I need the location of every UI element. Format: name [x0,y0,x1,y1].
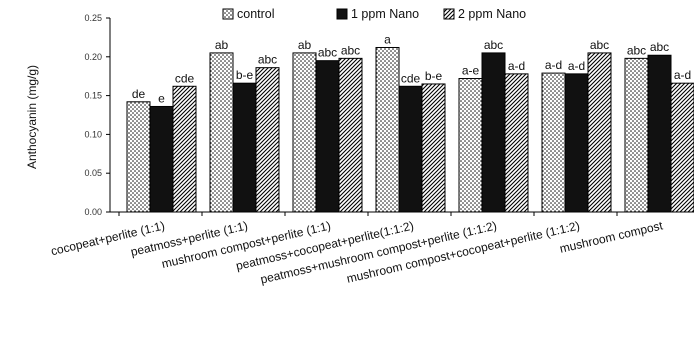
bar-dots [375,46,400,213]
significance-label: a-d [508,59,525,73]
bar-dots [541,72,566,213]
bar-hatch [172,85,197,213]
significance-label: abc [484,38,503,52]
significance-label: b-e [236,68,254,82]
significance-label: ab [298,38,312,52]
bar-hatch [504,73,529,213]
significance-label: abc [258,53,277,67]
bar-solid [481,52,506,213]
bar-hatch [587,52,612,213]
bar-dots [292,52,317,213]
significance-label: a-d [674,68,691,82]
significance-label: b-e [425,69,443,83]
bar-dots [458,78,483,213]
significance-label: abc [627,43,646,57]
bar-solid [398,85,423,213]
legend: control 1 ppm Nano 2 ppm Nano [222,7,526,21]
bar-solid [564,73,589,213]
legend-swatch-control [222,8,234,20]
significance-label: cde [175,71,195,85]
bar-dots [126,101,151,213]
bar-hatch [421,83,446,213]
bar-hatch [670,82,694,213]
significance-label: de [132,87,146,101]
significance-label: a [384,32,391,46]
significance-label: cde [401,71,421,85]
y-axis-label: Anthocyanin (mg/g) [25,65,39,169]
bar-solid [149,105,174,213]
bar-hatch [338,57,363,213]
bar-dots [624,57,649,213]
bar-solid [315,60,340,213]
y-tick-label: 0.20 [84,52,102,62]
legend-swatch-1ppm [336,8,348,20]
bar-hatch [255,67,280,213]
significance-label: a-e [462,64,480,78]
significance-label: a-d [568,59,585,73]
significance-label: e [158,91,165,105]
significance-label: a-d [545,58,562,72]
bar-solid [647,54,672,213]
legend-swatch-2ppm [443,8,455,20]
legend-label-1ppm: 1 ppm Nano [351,7,419,21]
bar-solid [232,82,257,213]
y-tick-label: 0.00 [84,207,102,217]
y-tick-label: 0.15 [84,91,102,101]
y-tick-label: 0.05 [84,168,102,178]
significance-label: ab [215,38,229,52]
significance-label: abc [341,43,360,57]
y-tick-label: 0.25 [84,13,102,23]
legend-label-control: control [237,7,275,21]
legend-label-2ppm: 2 ppm Nano [458,7,526,21]
significance-label: abc [650,40,669,54]
significance-label: abc [318,46,337,60]
y-tick-label: 0.10 [84,129,102,139]
bar-dots [209,52,234,213]
significance-label: abc [590,38,609,52]
